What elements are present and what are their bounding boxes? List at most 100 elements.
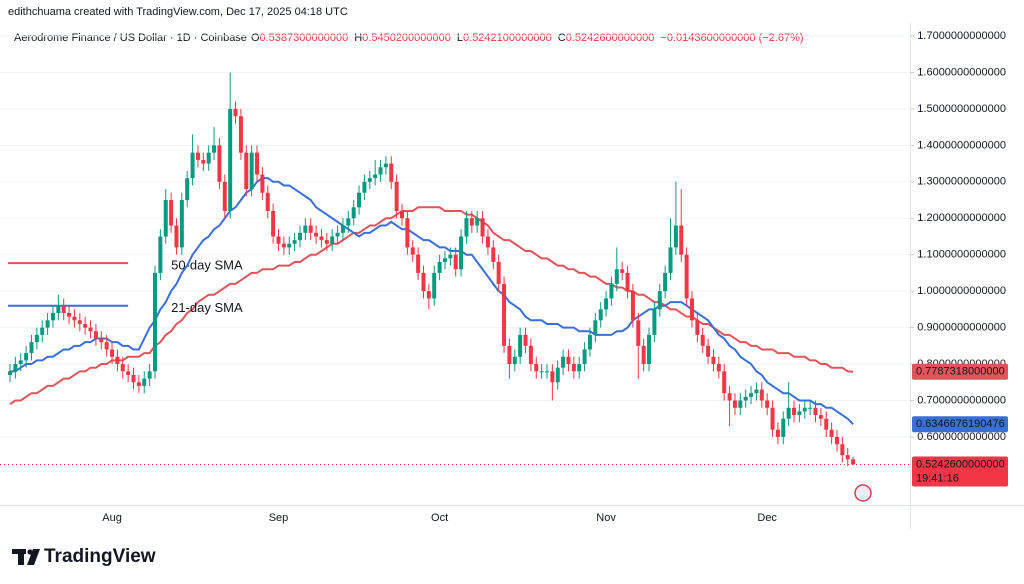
candle-body xyxy=(604,298,609,310)
legend-value: 0.5450200000000 xyxy=(362,32,451,44)
candle-body xyxy=(679,225,684,255)
price-tag xyxy=(912,363,1008,380)
x-tick-label: Sep xyxy=(269,512,289,524)
candle-body xyxy=(442,258,447,262)
countdown: 19:41:16 xyxy=(916,472,959,484)
candle-body xyxy=(340,225,345,233)
candle-body xyxy=(797,411,802,416)
y-tick-label: 1.1000000000000 xyxy=(917,249,1006,261)
candle-body xyxy=(775,429,780,437)
candle-body xyxy=(459,236,464,270)
candle-body xyxy=(389,163,394,182)
candle-body xyxy=(727,393,732,401)
candle-body xyxy=(507,345,512,365)
candle-body xyxy=(706,345,711,357)
candle-body xyxy=(829,429,834,437)
y-tick-label: 1.7000000000000 xyxy=(917,30,1006,42)
candle-body xyxy=(67,313,72,317)
candle-body xyxy=(475,218,480,226)
credit: edithchuama created with TradingView.com… xyxy=(8,6,348,18)
candle-body xyxy=(179,200,184,248)
candle-body xyxy=(314,232,319,237)
ohlc-legend: Aerodrome Finance / US Dollar · 1D · Coi… xyxy=(14,32,804,44)
candle-body xyxy=(593,320,598,335)
candle-body xyxy=(550,371,555,383)
candle-body xyxy=(362,181,367,193)
candle-body xyxy=(8,371,12,375)
candle-body xyxy=(228,108,233,211)
candle-body xyxy=(93,331,98,339)
candle-body xyxy=(233,108,238,117)
candle-body xyxy=(582,349,587,365)
candle-body xyxy=(308,225,313,233)
y-tick-label: 0.7000000000000 xyxy=(917,394,1006,406)
y-tick-label: 1.3000000000000 xyxy=(917,176,1006,188)
candle-body xyxy=(523,334,528,346)
candle-body xyxy=(222,181,227,211)
candle-body xyxy=(281,243,286,248)
candle-body xyxy=(813,407,818,416)
candle-body xyxy=(647,334,652,365)
candle-body xyxy=(383,163,388,168)
candle-body xyxy=(163,200,168,237)
candle-body xyxy=(238,116,243,153)
candle-body xyxy=(416,254,421,273)
candle-body xyxy=(759,389,764,401)
candle-body xyxy=(566,356,571,365)
candle-body xyxy=(663,272,668,292)
x-tick-label: Nov xyxy=(596,512,616,524)
candle-body xyxy=(34,334,39,343)
candle-body xyxy=(528,345,533,365)
candle-body xyxy=(217,145,222,182)
y-tick-label: 1.5000000000000 xyxy=(917,103,1006,115)
candle-body xyxy=(45,320,50,328)
legend-key: C xyxy=(558,32,566,44)
candle-body xyxy=(770,407,775,430)
candle-body xyxy=(824,418,829,430)
y-tick-label: 1.4000000000000 xyxy=(917,139,1006,151)
candle-body xyxy=(357,192,362,208)
candle-body xyxy=(110,349,115,357)
price-tag-label: 0.7787318000000 xyxy=(916,366,1005,378)
y-tick-label: 0.9000000000000 xyxy=(917,322,1006,334)
legend-value: 0.5387300000000 xyxy=(260,32,349,44)
candle-body xyxy=(716,364,721,372)
y-tick-label: 1.0000000000000 xyxy=(917,285,1006,297)
candle-body xyxy=(722,371,727,394)
candle-body xyxy=(287,243,292,248)
candle-body xyxy=(120,364,125,372)
candle-body xyxy=(126,371,131,375)
candle-body xyxy=(72,316,77,321)
candle-body xyxy=(104,342,109,350)
candle-body xyxy=(147,371,152,379)
candle-body xyxy=(609,283,614,299)
candle-body xyxy=(545,371,549,373)
candle-body xyxy=(99,338,104,343)
candle-body xyxy=(206,152,211,164)
candle-body xyxy=(711,356,716,365)
logo xyxy=(12,549,40,565)
candle-body xyxy=(351,207,356,219)
candle-body xyxy=(297,232,302,241)
candle-body xyxy=(480,218,485,237)
candle-body xyxy=(212,145,217,153)
candle-body xyxy=(18,360,23,365)
candle-body xyxy=(378,167,383,175)
candle-body xyxy=(346,218,351,226)
candle-body xyxy=(373,174,378,179)
candle-body xyxy=(792,407,797,416)
candle-body xyxy=(410,247,415,255)
candle-body xyxy=(636,320,641,346)
candle-body xyxy=(598,309,603,321)
candle-body xyxy=(587,334,592,350)
candle-body xyxy=(518,334,523,357)
brand: TradingView xyxy=(44,546,156,567)
candle-body xyxy=(276,236,281,244)
candle-body xyxy=(394,181,399,211)
candle-body xyxy=(845,455,850,460)
candle-body xyxy=(13,364,18,372)
candle-body xyxy=(249,152,254,190)
candle-body xyxy=(786,407,791,419)
candle-body xyxy=(614,269,619,284)
